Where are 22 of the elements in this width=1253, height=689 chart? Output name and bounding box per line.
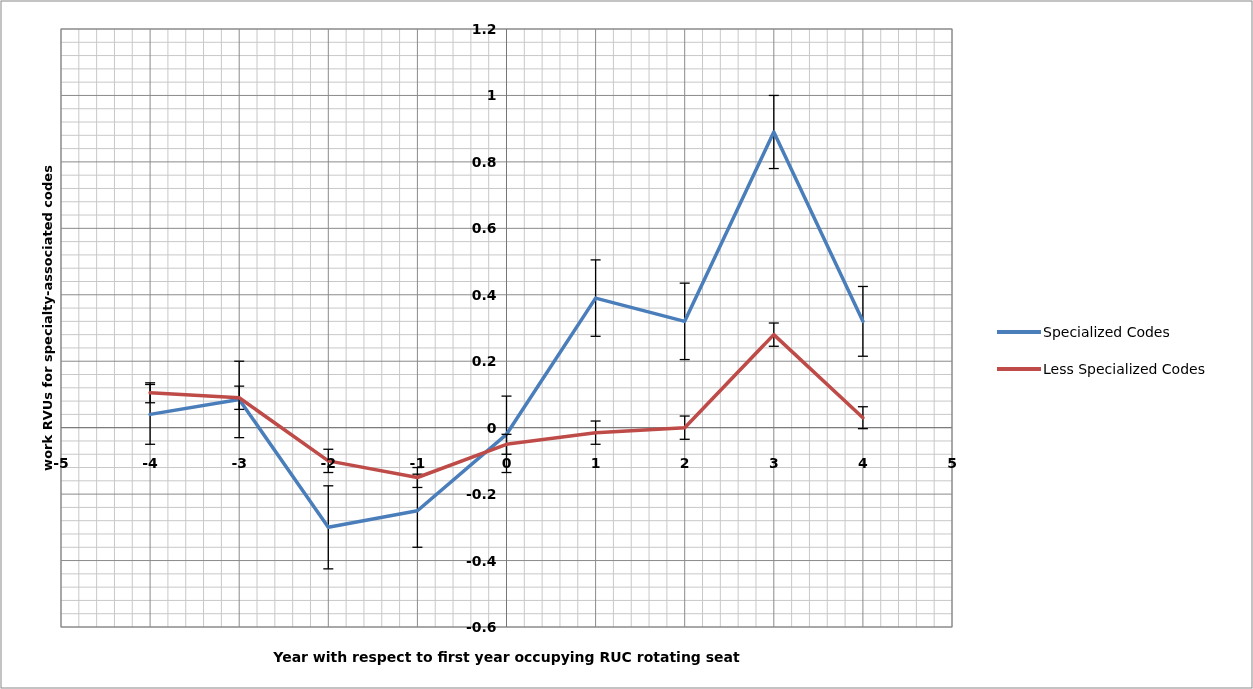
x-tick-label: 5 [947, 454, 957, 471]
x-tick-label: -4 [142, 454, 159, 471]
y-tick-label: 0.6 [471, 220, 497, 237]
y-tick-label: 0.2 [471, 353, 497, 370]
legend-label: Less Specialized Codes [1043, 361, 1205, 377]
y-tick-label: 1.2 [471, 21, 497, 37]
y-tick-label: 0.8 [471, 153, 497, 170]
y-tick-label: -0.4 [465, 552, 497, 569]
x-tick-label: -5 [53, 454, 69, 471]
x-tick-label: -3 [231, 454, 247, 471]
x-tick-label: 1 [590, 454, 601, 471]
y-tick-label: 1 [486, 87, 497, 104]
y-tick-label: 0.4 [471, 286, 497, 303]
y-tick-label: -0.6 [465, 619, 497, 635]
x-tick-label: 4 [858, 454, 869, 471]
legend-label: Specialized Codes [1043, 324, 1170, 340]
x-axis-title: Year with respect to first year occupying RUC rotating seat [272, 649, 741, 665]
x-tick-label: 3 [768, 454, 779, 471]
y-axis-title: work RVUs for specialty-associated codes [40, 164, 55, 471]
y-tick-label: -0.2 [465, 486, 497, 503]
x-tick-label: 2 [679, 454, 690, 471]
y-tick-label: 0 [486, 419, 497, 436]
